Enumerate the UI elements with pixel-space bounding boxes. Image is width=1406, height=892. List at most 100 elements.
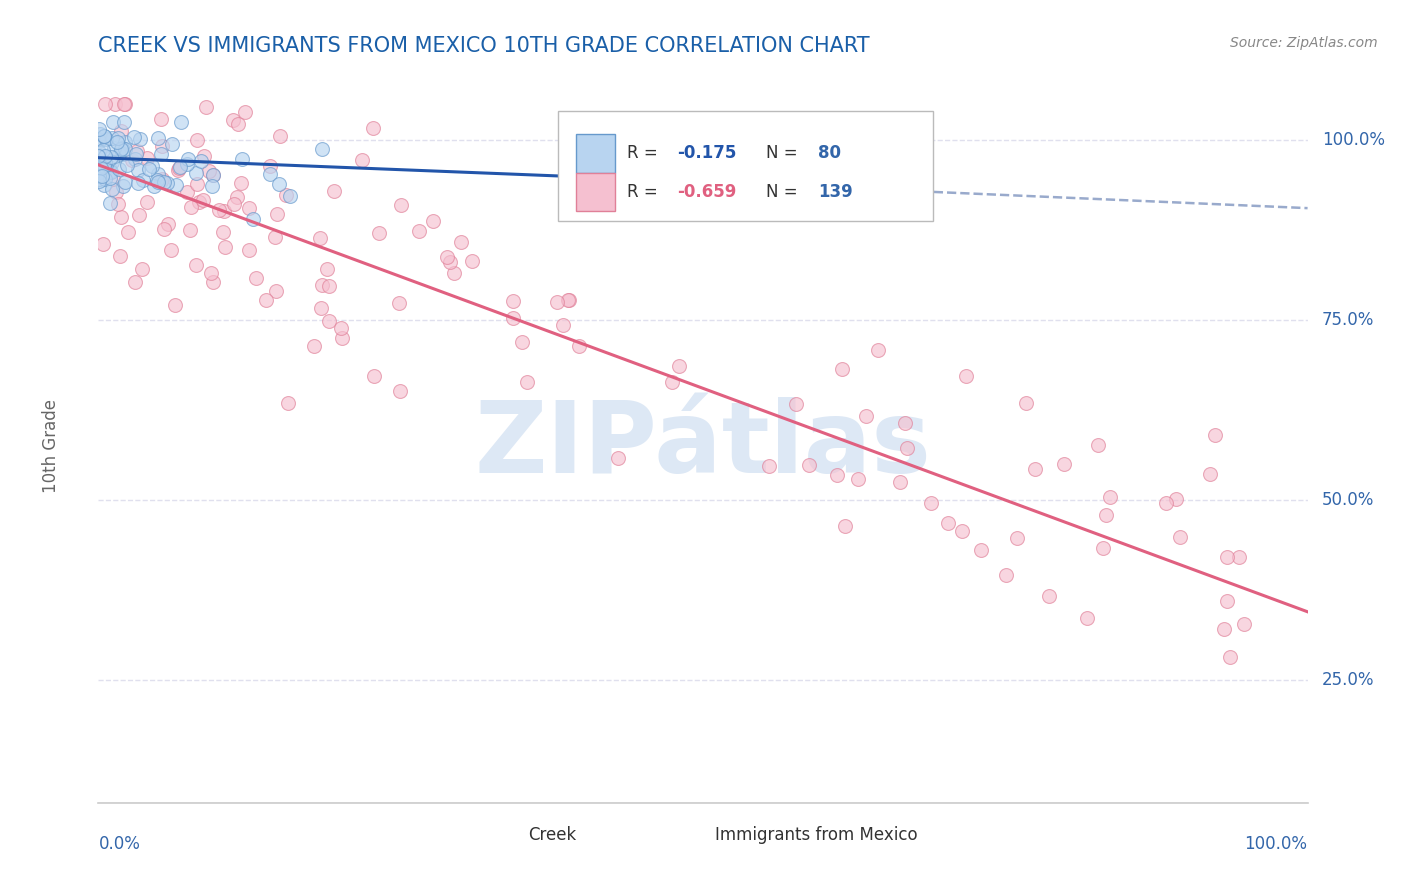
Point [422,214,444,228]
Point [110,124,132,138]
FancyBboxPatch shape [558,111,932,221]
Text: Creek: Creek [527,826,576,844]
Point [510,335,533,350]
Point [94,154,117,169]
Point [87,171,110,186]
Point [361,120,384,135]
Point [101,131,124,145]
Text: R =: R = [627,183,662,201]
Point [100,150,122,164]
Point [834,518,856,533]
Point [128,208,150,222]
Point [866,343,889,357]
Text: -0.175: -0.175 [678,145,737,162]
Point [408,224,430,238]
Point [98,170,121,185]
Text: R =: R = [627,145,662,162]
Point [855,409,877,424]
Point [277,396,299,410]
Point [91,236,114,251]
Point [150,174,173,188]
Point [323,184,346,198]
Point [238,243,260,257]
Point [969,542,991,557]
Point [114,96,136,111]
Point [460,253,482,268]
Text: 80: 80 [818,145,841,162]
Point [1219,650,1241,665]
Text: 100.0%: 100.0% [1322,130,1385,149]
Point [1038,589,1060,603]
Point [606,450,628,465]
Point [436,250,458,264]
Point [1091,541,1114,555]
Point [141,159,163,173]
Point [994,568,1017,582]
Point [668,359,690,374]
Point [180,200,202,214]
Point [848,472,870,486]
Point [91,153,114,167]
Point [1053,457,1076,471]
Point [502,310,524,325]
Point [269,128,291,143]
Point [238,201,260,215]
Point [160,244,183,258]
Point [146,131,169,145]
Point [127,163,149,178]
Point [142,179,165,194]
Point [785,397,807,411]
Point [558,293,581,308]
Point [212,225,235,239]
Text: 100.0%: 100.0% [1244,835,1308,853]
Point [96,132,118,146]
Point [124,152,146,166]
Point [93,178,115,193]
Point [98,160,121,174]
Point [176,185,198,199]
Point [166,178,188,192]
FancyBboxPatch shape [676,821,707,849]
Point [225,189,247,203]
Point [797,458,820,472]
Point [94,172,117,186]
Point [111,141,134,155]
Point [1099,490,1122,504]
Point [311,301,333,315]
Point [259,167,281,181]
Point [193,149,215,163]
Point [516,376,538,390]
Point [114,142,136,156]
Point [186,166,208,180]
Point [145,173,167,187]
Point [87,145,110,159]
Point [920,496,942,510]
Text: N =: N = [766,183,803,201]
Point [228,117,250,131]
Point [254,293,277,307]
Point [831,362,853,376]
Point [128,177,150,191]
Point [231,176,253,190]
Point [202,168,225,182]
Point [278,188,301,202]
Point [112,179,135,194]
Point [546,294,568,309]
Point [207,202,229,217]
Point [827,467,849,482]
Point [135,195,157,210]
Point [101,155,124,169]
Point [177,152,200,166]
Point [274,188,297,202]
Point [150,112,173,127]
Point [222,112,245,127]
Point [568,339,591,353]
Point [259,159,281,173]
FancyBboxPatch shape [576,172,614,211]
Point [112,115,135,129]
Point [316,261,339,276]
Point [108,147,131,161]
Point [1170,530,1192,544]
Point [245,271,267,285]
Point [269,178,291,192]
